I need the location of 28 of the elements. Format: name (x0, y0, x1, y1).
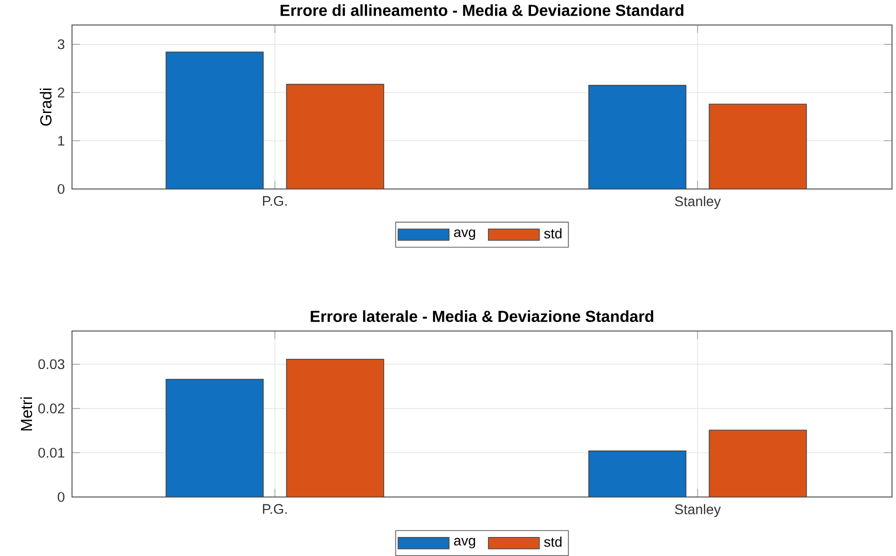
legend-label: avg (454, 538, 476, 548)
bar (166, 52, 264, 189)
y-tick-label: 0.01 (38, 448, 64, 458)
bar (286, 358, 384, 497)
chart-title: Errore di allineamento - Media & Deviazione Standard (280, 4, 684, 16)
x-tick-label: P.G. (263, 504, 287, 514)
y-tick-label: 0.03 (38, 359, 64, 370)
legend-label: std (544, 536, 562, 547)
x-tick-label: Stanley (674, 504, 721, 518)
y-tick-label: 3 (58, 39, 64, 50)
y-axis-title: Metri (20, 397, 32, 430)
bar (286, 84, 384, 189)
y-tick-label: 0.02 (38, 404, 64, 414)
x-tick-label: P.G. (263, 196, 287, 206)
legend-label: avg (454, 229, 476, 240)
bar (708, 430, 807, 497)
bar (588, 450, 686, 497)
bar (588, 84, 686, 189)
y-tick-label: 0 (58, 492, 64, 502)
legend-label: std (544, 228, 562, 238)
y-tick-label: 0 (58, 184, 64, 194)
y-tick-label: 1 (58, 136, 64, 146)
y-tick-label: 2 (58, 88, 64, 98)
y-axis-title: Gradi (40, 88, 52, 126)
x-tick-label: Stanley (674, 196, 721, 210)
bar (166, 378, 264, 497)
chart-title: Errore laterale - Media & Deviazione Standard (310, 310, 654, 322)
bar (708, 104, 807, 189)
